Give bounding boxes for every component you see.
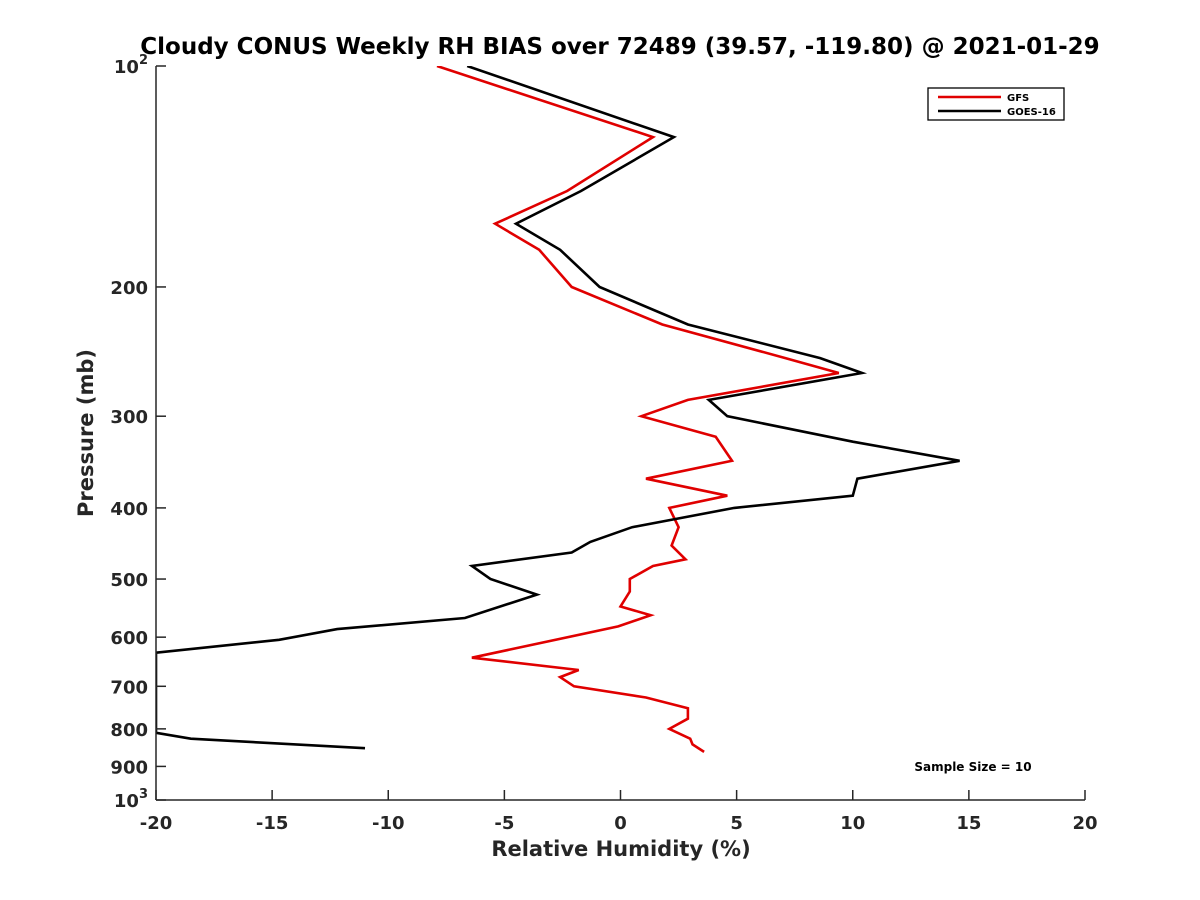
legend-box [927, 87, 1065, 121]
y-tick-label: 600 [110, 628, 148, 649]
y-tick-label: 800 [110, 720, 148, 741]
y-tick-label: 400 [110, 499, 148, 520]
x-tick-label: 10 [840, 813, 865, 834]
x-tick-label: 0 [614, 813, 627, 834]
y-axis-label: Pressure (mb) [74, 349, 98, 517]
y-tick-label: 900 [110, 757, 148, 778]
y-tick-label: 500 [110, 570, 148, 591]
plot-area [155, 66, 1085, 801]
series-line-goes-16 [156, 66, 960, 750]
y-tick-label: 700 [110, 677, 148, 698]
series-line-gfs [436, 66, 840, 753]
legend-label: GFS [1007, 93, 1029, 104]
x-tick-label: -20 [140, 813, 173, 834]
y-tick-label: 103 [114, 787, 148, 812]
y-tick-label: 300 [110, 407, 148, 428]
x-tick-label: 15 [956, 813, 981, 834]
legend-label: GOES-16 [1007, 107, 1056, 118]
x-tick-label: -5 [494, 813, 514, 834]
x-tick-label: -10 [372, 813, 405, 834]
y-tick-label: 200 [110, 278, 148, 299]
chart-title: Cloudy CONUS Weekly RH BIAS over 72489 (… [140, 34, 1099, 60]
y-axis: 102 200 300 400 500 600 700 800 900 103 [110, 53, 166, 812]
x-tick-label: 20 [1072, 813, 1097, 834]
x-axis-label: Relative Humidity (%) [491, 837, 750, 861]
x-tick-label: 5 [730, 813, 743, 834]
x-axis: -20 -15 -10 -5 0 5 10 15 20 [140, 790, 1098, 834]
y-tick-label: 102 [114, 53, 148, 78]
sample-size-annotation: Sample Size = 10 [914, 760, 1031, 774]
x-tick-label: -15 [256, 813, 289, 834]
legend: GFS GOES-16 [927, 87, 1065, 121]
